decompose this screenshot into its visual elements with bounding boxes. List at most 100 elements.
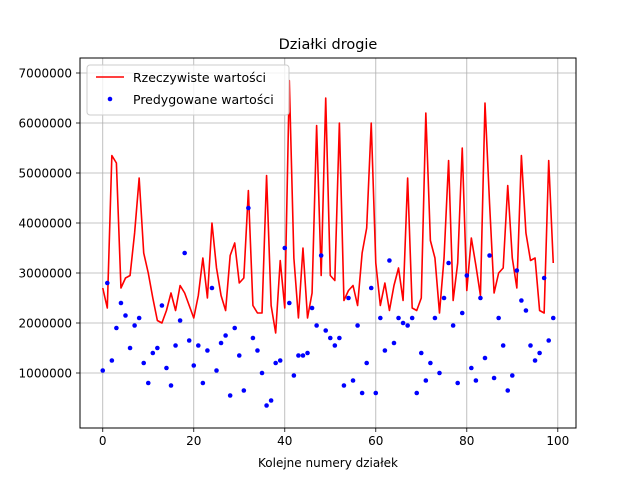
predicted-point — [318, 253, 324, 258]
predicted-point — [500, 343, 506, 348]
predicted-point — [391, 340, 397, 346]
predicted-point — [327, 335, 333, 341]
predicted-point — [459, 310, 465, 316]
y-tick-label: 4000000 — [19, 217, 72, 231]
predicted-point — [441, 295, 447, 301]
predicted-point — [159, 303, 165, 308]
predicted-point — [309, 305, 315, 311]
predicted-point — [428, 360, 433, 366]
predicted-point — [514, 268, 520, 273]
y-tick-label: 3000000 — [19, 267, 72, 281]
predicted-point — [214, 368, 219, 373]
predicted-point — [373, 390, 379, 396]
predicted-point — [337, 335, 342, 341]
x-tick-label: 60 — [368, 434, 383, 448]
predicted-point — [541, 275, 547, 281]
predicted-point — [496, 315, 501, 321]
predicted-point — [277, 358, 283, 363]
predicted-point — [141, 360, 147, 366]
predicted-point — [423, 378, 429, 383]
predicted-point — [164, 365, 169, 371]
predicted-point — [291, 373, 297, 378]
legend-label-predicted: Predygowane wartości — [133, 92, 274, 107]
predicted-point — [273, 360, 278, 366]
predicted-point — [414, 390, 420, 396]
predicted-point — [223, 333, 228, 338]
predicted-point — [432, 315, 438, 321]
predicted-point — [209, 285, 215, 291]
predicted-point — [455, 380, 460, 386]
predicted-point — [200, 380, 206, 386]
predicted-point — [382, 348, 388, 353]
predicted-point — [305, 350, 310, 356]
x-tick-label: 20 — [186, 434, 201, 448]
predicted-point — [396, 315, 401, 321]
predicted-point — [173, 343, 178, 348]
predicted-point — [205, 348, 210, 353]
y-tick-label: 1000000 — [19, 367, 72, 381]
predicted-point — [182, 250, 187, 256]
predicted-point — [409, 315, 415, 321]
predicted-point — [259, 370, 265, 376]
actual-values-line — [101, 79, 555, 334]
predicted-point — [227, 393, 233, 398]
predicted-point — [296, 353, 301, 358]
predicted-point — [127, 345, 133, 351]
predicted-point — [346, 295, 351, 301]
predicted-point — [341, 383, 347, 388]
predicted-point — [532, 358, 538, 363]
predicted-point — [268, 398, 274, 403]
x-axis-label: Kolejne numery działek — [258, 456, 398, 470]
plot-area — [100, 79, 556, 408]
predicted-point — [314, 323, 319, 328]
predicted-point — [100, 368, 106, 373]
predicted-point — [186, 338, 192, 343]
predicted-point — [323, 328, 329, 333]
predicted-point — [105, 280, 110, 286]
predicted-point — [519, 298, 524, 303]
predicted-point — [405, 323, 410, 328]
predicted-point — [350, 378, 356, 383]
predicted-point — [168, 383, 174, 388]
legend: Rzeczywiste wartości Predygowane wartośc… — [86, 64, 290, 116]
predicted-point — [537, 350, 542, 356]
predicted-point — [364, 360, 369, 366]
legend-label-actual: Rzeczywiste wartości — [133, 70, 266, 85]
predicted-point — [282, 245, 288, 251]
axes-frame — [79, 57, 577, 429]
predicted-point — [378, 315, 383, 321]
y-axis-ticks: 1000000 2000000 3000000 4000000 5000000 60000… — [19, 67, 80, 381]
predicted-point — [109, 358, 115, 363]
chart-title: Działki drogie — [279, 37, 378, 53]
predicted-point — [177, 318, 183, 323]
x-tick-label: 80 — [459, 434, 474, 448]
predicted-point — [487, 253, 492, 258]
predicted-point — [418, 350, 424, 356]
predicted-point — [145, 380, 151, 386]
predicted-point — [255, 348, 260, 353]
predicted-point — [505, 388, 511, 393]
predicted-point — [136, 315, 142, 321]
predicted-point — [550, 315, 556, 321]
predicted-point — [264, 403, 269, 408]
x-tick-label: 0 — [99, 434, 107, 448]
predicted-point — [400, 320, 406, 326]
predicted-point — [446, 260, 451, 266]
predicted-point — [118, 300, 124, 306]
predicted-point — [332, 343, 338, 348]
y-tick-label: 7000000 — [19, 67, 72, 81]
legend-dot-marker — [107, 96, 113, 102]
predicted-point — [287, 300, 292, 306]
predicted-point — [387, 258, 392, 263]
predicted-point — [491, 375, 497, 381]
predicted-point — [300, 353, 306, 358]
predicted-point — [246, 205, 251, 211]
predicted-point — [368, 285, 374, 291]
x-axis-ticks: 0 20 40 60 80 100 — [99, 428, 569, 448]
predicted-point — [464, 273, 470, 278]
predicted-point — [123, 313, 128, 318]
predicted-point — [355, 323, 360, 328]
predicted-point — [155, 345, 160, 351]
predicted-point — [450, 323, 456, 328]
